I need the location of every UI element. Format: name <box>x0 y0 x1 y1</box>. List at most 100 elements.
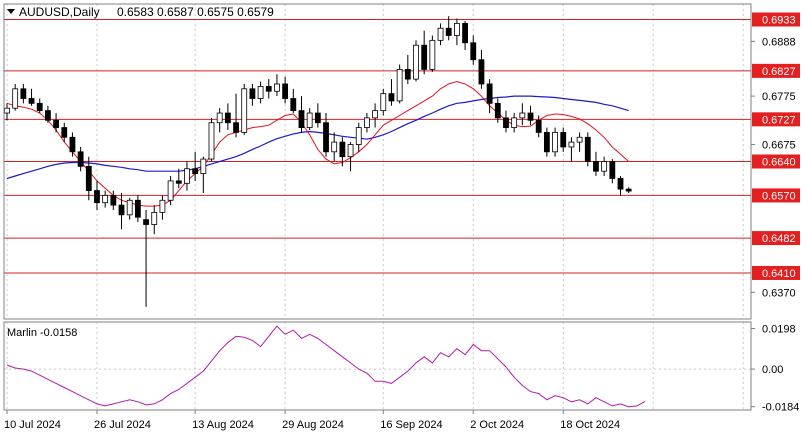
candle <box>388 79 395 106</box>
candle <box>445 16 452 41</box>
candle-body-down <box>192 168 199 175</box>
candle-body-up <box>241 88 248 133</box>
candle-body-down <box>543 132 550 153</box>
candle <box>69 132 76 157</box>
candle <box>126 197 133 220</box>
candle <box>568 137 575 162</box>
candle-body-down <box>143 219 149 225</box>
candle <box>593 151 599 177</box>
candle <box>216 108 223 133</box>
candle-body-down <box>110 195 117 206</box>
level-price-label: 0.6933 <box>762 15 796 27</box>
candle <box>519 103 526 126</box>
candle-body-down <box>486 83 493 104</box>
candle-body-down <box>85 165 92 191</box>
candle-body-up <box>396 69 403 102</box>
candle-body-down <box>503 117 509 128</box>
candle-body-up <box>126 199 133 216</box>
candle-body-down <box>233 122 239 133</box>
candle <box>175 168 182 189</box>
candle-body-up <box>216 112 223 124</box>
candle-body-down <box>282 83 289 99</box>
candle <box>396 64 403 104</box>
ohlc-readout: 0.6583 0.6587 0.6575 0.6579 <box>117 5 274 19</box>
candle <box>118 193 125 230</box>
candle-body-down <box>584 136 591 162</box>
level-price-tag <box>752 154 800 169</box>
level-price-label: 0.6827 <box>762 66 796 78</box>
candle <box>601 156 608 177</box>
level-price-tag <box>752 188 800 203</box>
candle <box>306 108 313 130</box>
ma-slow-line <box>6 95 629 180</box>
osc-tick-label: 0.0198 <box>762 324 796 336</box>
triangle-down-icon[interactable] <box>7 9 15 14</box>
candle-body-down <box>609 161 616 179</box>
x-tick-label: 16 Sep 2024 <box>380 419 442 431</box>
oscillator-panel-frame <box>3 321 752 411</box>
candle-body-up <box>4 107 10 114</box>
x-tick-label: 13 Aug 2024 <box>192 419 254 431</box>
candle <box>233 93 239 138</box>
candle-body-down <box>560 132 567 148</box>
candle <box>625 187 632 193</box>
level-price-label: 0.6640 <box>762 157 796 169</box>
osc-tick-label: -0.0184 <box>762 402 799 414</box>
candle-body-down <box>421 44 428 70</box>
candle <box>462 20 468 51</box>
candle <box>192 151 199 181</box>
candle-body-up <box>437 27 444 41</box>
candle-body-up <box>453 22 460 36</box>
candle <box>503 110 509 133</box>
candle <box>380 88 387 116</box>
candle-body-down <box>77 151 84 167</box>
x-tick-label: 26 Jul 2024 <box>94 419 151 431</box>
y-tick-label: 0.6370 <box>762 287 796 299</box>
candle <box>167 176 174 206</box>
candle-body-down <box>593 161 599 172</box>
price-axis: 0.6888 0.6775 0.6675 0.6370 <box>751 36 796 299</box>
candle <box>331 132 338 162</box>
candle-body-down <box>290 98 297 112</box>
candle-body-up <box>274 83 280 92</box>
x-tick-label: 2 Oct 2024 <box>470 419 524 431</box>
candle-body-up <box>12 88 19 109</box>
horizontal-levels[interactable]: 0.6933 0.6827 0.6727 0.6640 0.6570 0.6482 0.64… <box>4 12 800 280</box>
candle-body-down <box>20 88 27 99</box>
candle <box>404 54 411 84</box>
candle-body-up <box>568 141 575 148</box>
candle <box>609 159 616 184</box>
candle-body-down <box>527 112 534 121</box>
candle-body-down <box>175 180 182 184</box>
candle-body-down <box>445 27 452 36</box>
candle-body-down <box>134 199 141 218</box>
candle-body-down <box>625 188 632 192</box>
candle-body-up <box>200 158 207 175</box>
low-value: 0.6575 <box>197 5 234 19</box>
candle <box>28 88 35 106</box>
level-price-tag <box>752 112 800 127</box>
candle-body-up <box>429 39 436 70</box>
candle <box>347 142 354 172</box>
candle <box>200 156 207 193</box>
candle <box>102 190 109 208</box>
candle <box>372 103 379 128</box>
candle <box>241 83 248 135</box>
candle <box>314 103 321 128</box>
candle-body-down <box>323 122 329 153</box>
candle <box>134 195 141 223</box>
candle <box>494 98 501 123</box>
ma-fast-line <box>6 80 630 207</box>
candle <box>110 190 117 210</box>
x-tick-label: 10 Jul 2024 <box>4 419 61 431</box>
candle <box>413 40 419 82</box>
candle-body-down <box>69 136 76 153</box>
candle <box>85 156 92 201</box>
y-tick-label: 0.6775 <box>762 91 796 103</box>
candle-body-up <box>184 168 190 184</box>
candle <box>437 23 444 46</box>
candle <box>543 127 550 157</box>
candle-body-up <box>151 211 158 225</box>
